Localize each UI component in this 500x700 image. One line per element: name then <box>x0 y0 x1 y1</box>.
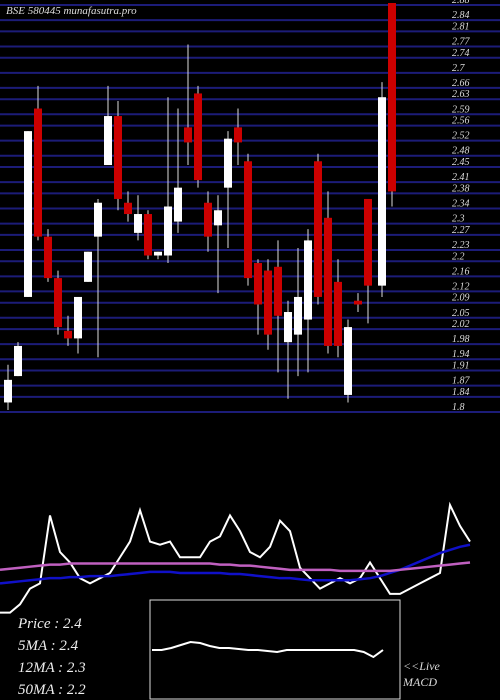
candle-body <box>94 202 102 237</box>
info-label: 5MA : 2.4 <box>18 638 79 654</box>
macd-label: <<Live <box>403 659 441 673</box>
candle-body <box>74 296 82 339</box>
y-tick-label: 2.84 <box>452 10 470 21</box>
y-tick-label: 2.66 <box>452 78 470 89</box>
candle-body <box>34 108 42 237</box>
candle-body <box>334 281 342 346</box>
candle-body <box>84 251 92 282</box>
chart-title: BSE 580445 munafasutra.pro <box>6 5 137 17</box>
info-label: 50MA : 2.2 <box>18 682 86 698</box>
y-tick-label: 2.88 <box>452 0 470 6</box>
y-tick-label: 2.09 <box>452 293 470 304</box>
candle-body <box>378 97 386 286</box>
y-tick-label: 1.8 <box>452 402 465 413</box>
y-tick-label: 2.16 <box>452 266 470 277</box>
info-label: 12MA : 2.3 <box>18 660 86 676</box>
candle-body <box>134 214 142 233</box>
candle-body <box>44 236 52 279</box>
candle-body <box>14 345 22 377</box>
y-tick-label: 2.23 <box>452 240 470 251</box>
candle-body <box>114 116 122 199</box>
candle-body <box>344 327 352 395</box>
candle-body <box>124 202 132 215</box>
candle-body <box>164 206 172 256</box>
candle-body <box>54 278 62 328</box>
candle-body <box>294 296 302 335</box>
candle-body <box>244 161 252 279</box>
y-tick-label: 2.77 <box>452 36 471 47</box>
y-tick-label: 2.7 <box>452 63 466 74</box>
candle-body <box>214 210 222 226</box>
y-tick-label: 1.84 <box>452 387 470 398</box>
y-tick-label: 2.63 <box>452 89 470 100</box>
y-tick-label: 2.12 <box>452 281 470 292</box>
candle-body <box>144 214 152 256</box>
y-tick-label: 2.59 <box>452 104 470 115</box>
y-tick-label: 1.91 <box>452 361 470 372</box>
candle-body <box>24 131 32 297</box>
y-tick-label: 2.56 <box>452 116 470 127</box>
candle-body <box>354 300 362 305</box>
candle-body <box>304 240 312 320</box>
indicator-line <box>0 543 471 585</box>
candle-body <box>254 263 262 305</box>
y-tick-label: 2.52 <box>452 131 470 142</box>
candle-body <box>194 93 202 181</box>
y-tick-label: 2.34 <box>452 199 470 210</box>
candle-body <box>364 198 372 286</box>
info-label: Price : 2.4 <box>17 616 82 632</box>
candle-body <box>234 127 242 143</box>
macd-frame <box>149 599 401 700</box>
candle-body <box>284 312 292 343</box>
candle-body <box>224 138 232 188</box>
y-tick-label: 2.05 <box>452 308 470 319</box>
y-tick-label: 2.81 <box>452 21 470 32</box>
candle-body <box>204 202 212 237</box>
candle-body <box>154 251 162 256</box>
candle-body <box>174 187 182 222</box>
y-tick-label: 2.27 <box>452 225 471 236</box>
y-tick-label: 2.74 <box>452 48 470 59</box>
candle-body <box>184 127 192 143</box>
macd-label: MACD <box>402 675 437 689</box>
y-tick-label: 2.02 <box>452 319 470 330</box>
y-tick-label: 1.87 <box>452 376 471 387</box>
y-tick-label: 2.2 <box>452 251 465 262</box>
candle-body <box>64 330 72 339</box>
candle-body <box>4 379 12 403</box>
candle-body <box>324 217 332 346</box>
y-tick-label: 2.41 <box>452 172 470 183</box>
y-tick-label: 1.98 <box>452 334 470 345</box>
y-tick-label: 2.48 <box>452 146 470 157</box>
y-tick-label: 2.3 <box>452 214 465 225</box>
candle-body <box>388 3 396 192</box>
candle-body <box>264 270 272 335</box>
indicator-line <box>0 561 471 573</box>
y-tick-label: 2.45 <box>452 157 470 168</box>
candle-body <box>274 266 282 316</box>
y-tick-label: 1.94 <box>452 349 470 360</box>
indicator-line <box>0 501 471 614</box>
macd-line <box>152 640 384 659</box>
y-tick-label: 2.38 <box>452 183 470 194</box>
candle-body <box>314 161 322 297</box>
candle-body <box>104 116 112 166</box>
